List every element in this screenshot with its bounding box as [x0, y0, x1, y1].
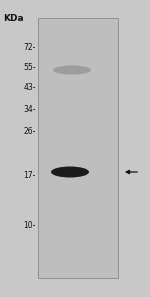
Bar: [38, 18, 118, 278]
Text: 26-: 26-: [24, 127, 36, 135]
Text: KDa: KDa: [3, 14, 24, 23]
Text: 34-: 34-: [24, 105, 36, 113]
Text: 17-: 17-: [24, 170, 36, 179]
Text: 72-: 72-: [24, 42, 36, 51]
Ellipse shape: [53, 66, 91, 75]
Text: 55-: 55-: [24, 64, 36, 72]
Ellipse shape: [51, 167, 89, 178]
Text: 10-: 10-: [24, 220, 36, 230]
Text: 43-: 43-: [24, 83, 36, 92]
